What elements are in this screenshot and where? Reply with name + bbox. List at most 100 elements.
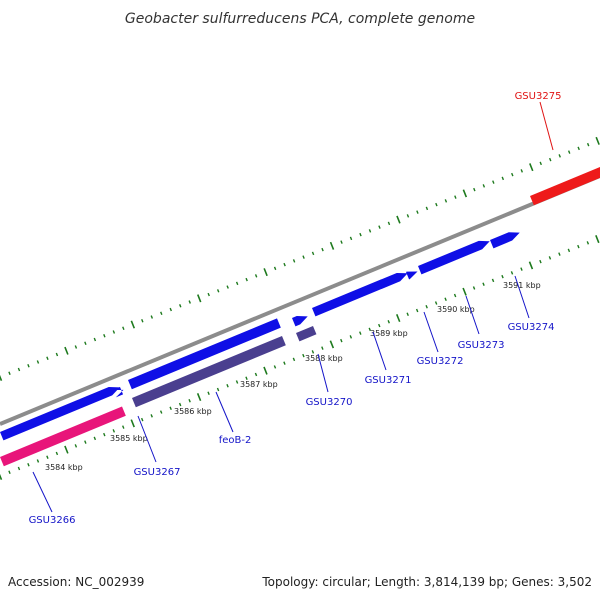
minor-tick	[84, 341, 87, 346]
minor-tick	[273, 365, 277, 369]
minor-tick	[245, 277, 248, 282]
minor-tick	[434, 301, 438, 305]
minor-tick	[321, 247, 324, 252]
gene-bar	[132, 335, 286, 408]
major-tick	[197, 294, 202, 303]
minor-tick	[473, 187, 476, 192]
major-tick	[329, 241, 335, 250]
minor-tick	[416, 210, 419, 214]
gene-bar	[0, 406, 126, 467]
gene-label-leader	[465, 295, 480, 335]
major-tick	[0, 473, 3, 481]
major-tick	[595, 235, 600, 244]
minor-tick	[444, 297, 447, 301]
major-tick	[595, 136, 600, 145]
minor-tick	[425, 305, 428, 309]
minor-tick	[340, 240, 343, 244]
gene-bar	[490, 232, 520, 249]
minor-tick	[188, 399, 191, 403]
gene-label-leader	[539, 101, 554, 151]
minor-tick	[46, 356, 49, 361]
minor-tick	[141, 319, 144, 323]
minor-tick	[302, 353, 305, 358]
minor-tick	[292, 357, 296, 362]
minor-tick	[482, 282, 485, 286]
gene-label-gsu3272: GSU3272	[417, 356, 464, 367]
minor-tick	[103, 432, 106, 437]
minor-tick	[577, 244, 580, 249]
gene-label-gsu3266: GSU3266	[29, 515, 76, 526]
gene-label-gsu3270: GSU3270	[306, 397, 353, 408]
minor-tick	[216, 387, 220, 392]
major-tick	[130, 419, 135, 428]
minor-tick	[321, 346, 324, 350]
minor-tick	[491, 278, 495, 283]
minor-tick	[93, 436, 97, 441]
gene-labels: 3584 kbp 3585 kbp 3586 kbp 3587 kbp 3588 kbp…	[29, 91, 562, 526]
minor-tick	[359, 331, 362, 335]
gene-bar	[530, 167, 600, 206]
major-tick	[263, 268, 268, 277]
gene-label-feob-2: feoB-2	[219, 435, 252, 446]
minor-tick	[586, 241, 590, 245]
kbp-label: 3587 kbp	[240, 380, 278, 389]
minor-tick	[349, 335, 353, 339]
kbp-label: 3591 kbp	[503, 281, 541, 290]
minor-tick	[406, 312, 409, 317]
minor-tick	[311, 251, 315, 256]
gene-bar	[312, 272, 408, 317]
minor-tick	[8, 371, 11, 375]
minor-tick	[36, 459, 40, 463]
minor-tick	[378, 323, 381, 328]
major-tick	[64, 445, 69, 454]
minor-tick	[55, 352, 59, 357]
minor-tick	[539, 259, 542, 264]
minor-tick	[160, 311, 163, 316]
minor-tick	[245, 376, 248, 380]
minor-tick	[17, 367, 21, 372]
minor-tick	[207, 391, 210, 396]
gene-label-gsu3273: GSU3273	[458, 340, 505, 351]
minor-tick	[567, 150, 571, 154]
minor-tick	[74, 345, 78, 349]
minor-tick	[17, 466, 21, 471]
minor-tick	[216, 289, 220, 293]
minor-tick	[510, 271, 514, 275]
minor-tick	[140, 417, 144, 422]
major-tick	[64, 346, 69, 355]
major-tick	[130, 320, 136, 329]
minor-tick	[292, 259, 296, 263]
genome-title: Geobacter sulfurreducens PCA, complete g…	[125, 11, 475, 27]
minor-tick	[112, 330, 116, 334]
minor-tick	[254, 372, 258, 377]
minor-tick	[93, 337, 97, 342]
minor-tick	[520, 267, 523, 271]
major-tick	[263, 366, 268, 375]
minor-tick	[558, 154, 561, 158]
gene-label-gsu3275: GSU3275	[515, 91, 562, 102]
minor-tick	[492, 180, 495, 184]
backbone-line	[0, 174, 600, 426]
major-tick	[0, 374, 3, 382]
minor-tick	[36, 360, 40, 364]
gene-label-leader	[137, 415, 157, 463]
minor-tick	[378, 225, 381, 229]
genome-summary-text: Topology: circular; Length: 3,814,139 bp…	[261, 575, 592, 589]
minor-tick	[188, 300, 191, 304]
major-tick	[462, 287, 467, 296]
minor-tick	[302, 255, 305, 259]
minor-tick	[520, 169, 524, 173]
gene-label-leader	[372, 331, 387, 371]
minor-tick	[387, 221, 391, 226]
minor-tick	[122, 326, 125, 331]
minor-tick	[103, 334, 106, 338]
gene-label-leader	[423, 311, 439, 353]
minor-tick	[406, 214, 410, 218]
minor-tick	[254, 274, 258, 278]
gene-label-gsu3271: GSU3271	[365, 375, 412, 386]
gene-bar	[418, 240, 490, 275]
gene-bar	[112, 387, 124, 398]
kbp-label: 3586 kbp	[174, 407, 212, 416]
gene-bar	[296, 325, 317, 342]
